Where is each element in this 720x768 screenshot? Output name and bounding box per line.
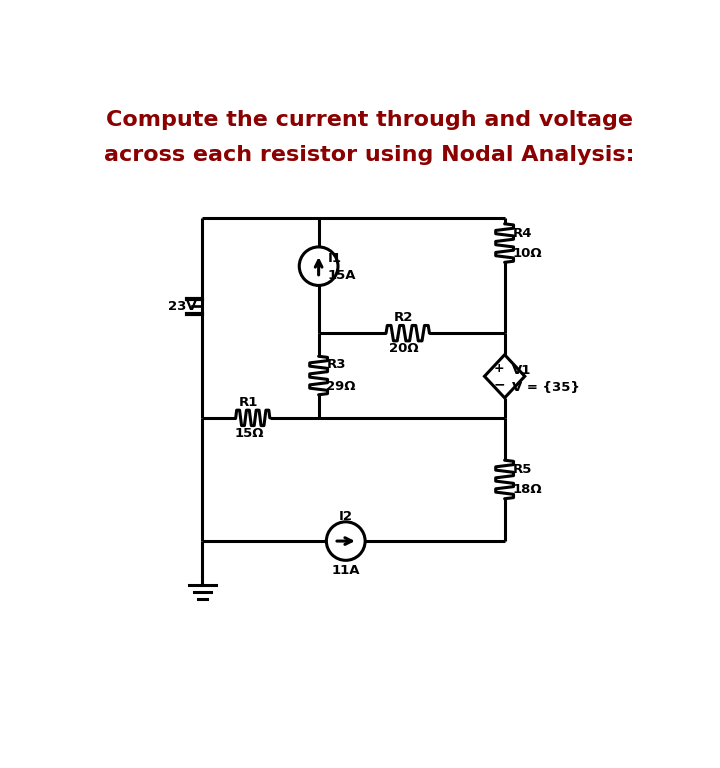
- Text: R5: R5: [513, 463, 532, 476]
- Text: I1: I1: [328, 252, 342, 265]
- Text: R2: R2: [394, 311, 413, 324]
- Text: 20Ω: 20Ω: [389, 342, 419, 355]
- Text: 15A: 15A: [328, 269, 356, 282]
- Text: R4: R4: [513, 227, 532, 240]
- Text: 18Ω: 18Ω: [513, 483, 542, 496]
- Text: +: +: [494, 362, 505, 375]
- Text: 29Ω: 29Ω: [326, 380, 356, 392]
- Text: 11A: 11A: [331, 564, 360, 577]
- Text: R1: R1: [239, 396, 258, 409]
- Text: R3: R3: [326, 358, 346, 371]
- Text: 23V: 23V: [168, 300, 196, 313]
- Text: 10Ω: 10Ω: [513, 247, 542, 260]
- Text: V = {35}: V = {35}: [513, 382, 580, 394]
- Text: −: −: [493, 377, 505, 391]
- Text: V1: V1: [513, 363, 532, 376]
- Text: I2: I2: [338, 510, 353, 523]
- Text: 15Ω: 15Ω: [234, 427, 264, 440]
- Text: across each resistor using Nodal Analysis:: across each resistor using Nodal Analysi…: [104, 144, 634, 164]
- Text: Compute the current through and voltage: Compute the current through and voltage: [106, 110, 632, 130]
